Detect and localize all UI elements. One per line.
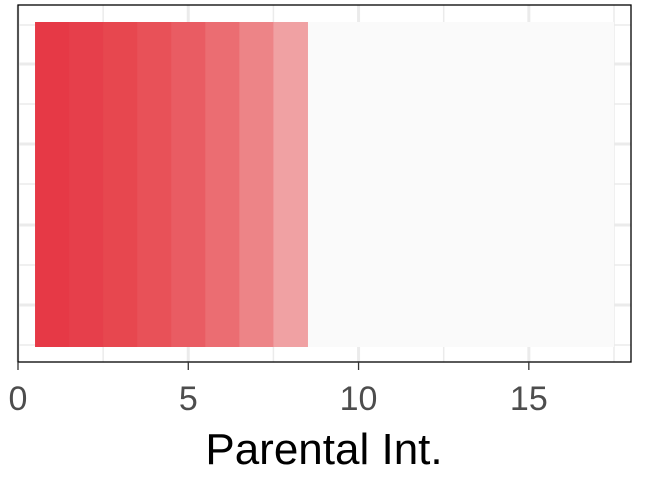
x-axis-label: Parental Int. [205, 425, 442, 474]
bar-segment [69, 22, 104, 347]
bar-segment [171, 22, 206, 347]
bar-segment [205, 22, 240, 347]
x-tick-label: 5 [179, 380, 198, 418]
bar-segments [35, 22, 308, 347]
x-tick-label: 0 [9, 380, 28, 418]
bar-segment [137, 22, 172, 347]
x-tick-label: 10 [340, 380, 378, 418]
bar-segment [35, 22, 70, 347]
bar-segment [103, 22, 138, 347]
plot-border [17, 4, 632, 363]
x-tick-label: 15 [510, 380, 548, 418]
bar-segment [273, 22, 308, 347]
x-axis-ticks: 0 5 10 15 [9, 362, 548, 418]
bar-segment [239, 22, 274, 347]
